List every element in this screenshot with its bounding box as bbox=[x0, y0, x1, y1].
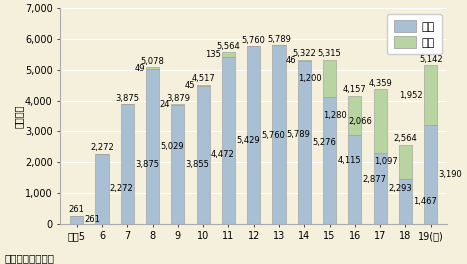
Bar bbox=[197, 86, 210, 224]
Text: 2,272: 2,272 bbox=[110, 184, 134, 193]
Text: 1,467: 1,467 bbox=[413, 197, 437, 206]
Bar bbox=[323, 60, 336, 97]
Bar bbox=[399, 178, 412, 224]
Bar bbox=[374, 153, 387, 224]
Bar bbox=[297, 60, 311, 61]
Text: 5,760: 5,760 bbox=[262, 130, 285, 140]
Bar bbox=[399, 145, 412, 178]
Text: 5,789: 5,789 bbox=[287, 130, 311, 139]
Text: 46: 46 bbox=[286, 56, 297, 65]
Text: 261: 261 bbox=[69, 205, 85, 214]
Bar bbox=[146, 69, 159, 224]
Y-axis label: （戸数）: （戸数） bbox=[14, 104, 23, 128]
Text: 5,078: 5,078 bbox=[141, 57, 164, 66]
Text: 1,097: 1,097 bbox=[374, 157, 397, 166]
Text: 1,280: 1,280 bbox=[323, 111, 347, 120]
Text: 5,029: 5,029 bbox=[160, 142, 184, 151]
Bar bbox=[171, 105, 184, 224]
Text: 5,564: 5,564 bbox=[217, 42, 241, 51]
Text: 4,359: 4,359 bbox=[368, 79, 392, 88]
Bar bbox=[95, 154, 108, 224]
Text: 3,855: 3,855 bbox=[186, 160, 210, 169]
Text: 4,115: 4,115 bbox=[337, 156, 361, 165]
Text: 4,517: 4,517 bbox=[191, 74, 215, 83]
Bar bbox=[146, 67, 159, 69]
Text: 2,564: 2,564 bbox=[394, 134, 417, 143]
Text: 5,429: 5,429 bbox=[236, 136, 260, 145]
Text: 24: 24 bbox=[160, 100, 170, 109]
Bar bbox=[424, 65, 437, 125]
Text: 1,200: 1,200 bbox=[298, 74, 322, 83]
Text: 3,875: 3,875 bbox=[135, 159, 159, 168]
Legend: 持家, 貸貸: 持家, 貸貸 bbox=[387, 14, 442, 54]
Bar bbox=[323, 97, 336, 224]
Text: 5,322: 5,322 bbox=[292, 49, 316, 58]
Text: 2,066: 2,066 bbox=[348, 117, 372, 126]
Bar bbox=[424, 125, 437, 224]
Bar bbox=[70, 216, 83, 224]
Text: 3,879: 3,879 bbox=[166, 93, 190, 103]
Text: 45: 45 bbox=[185, 81, 195, 90]
Bar bbox=[247, 46, 260, 224]
Bar bbox=[374, 89, 387, 153]
Text: 5,760: 5,760 bbox=[242, 36, 266, 45]
Text: 5,315: 5,315 bbox=[318, 49, 341, 58]
Text: 2,293: 2,293 bbox=[388, 184, 412, 193]
Bar bbox=[171, 104, 184, 105]
Text: 2,877: 2,877 bbox=[363, 175, 387, 184]
Text: 5,789: 5,789 bbox=[267, 35, 291, 44]
Bar bbox=[348, 135, 361, 224]
Text: 4,157: 4,157 bbox=[343, 85, 367, 94]
Bar bbox=[272, 45, 285, 224]
Text: 1,952: 1,952 bbox=[399, 91, 423, 100]
Bar bbox=[120, 104, 134, 224]
Text: 135: 135 bbox=[205, 50, 220, 59]
Text: 261: 261 bbox=[85, 215, 100, 224]
Bar bbox=[297, 61, 311, 224]
Bar bbox=[222, 56, 235, 224]
Bar bbox=[197, 85, 210, 86]
Text: 3,190: 3,190 bbox=[439, 170, 462, 179]
Text: 49: 49 bbox=[134, 64, 145, 73]
Text: 3,875: 3,875 bbox=[115, 94, 139, 103]
Text: 2,272: 2,272 bbox=[90, 143, 114, 152]
Bar bbox=[348, 96, 361, 135]
Text: 5,276: 5,276 bbox=[312, 138, 336, 147]
Bar bbox=[222, 52, 235, 56]
Text: 資料）国土交通省: 資料）国土交通省 bbox=[5, 253, 55, 263]
Text: 5,142: 5,142 bbox=[419, 55, 443, 64]
Text: 4,472: 4,472 bbox=[211, 150, 235, 159]
